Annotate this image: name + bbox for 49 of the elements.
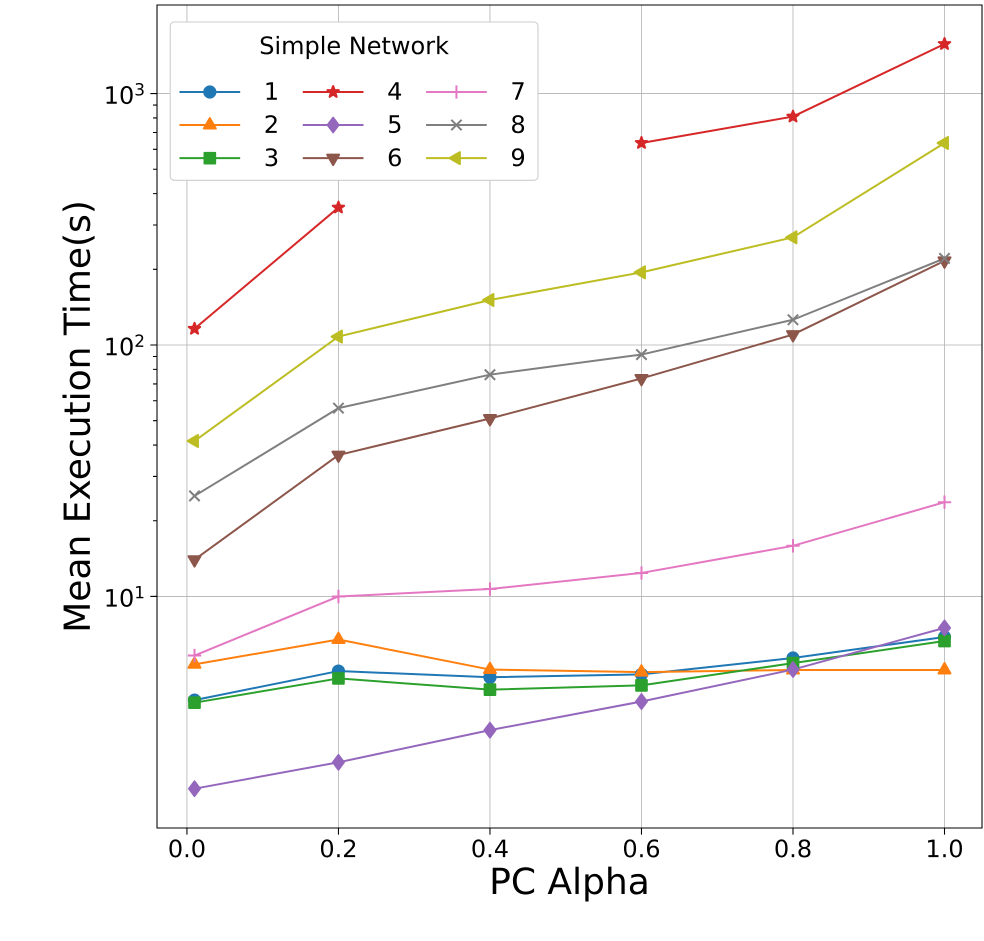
point (332, 754, 345, 771)
point (332, 402, 345, 414)
y-tick-label: 10$^{3}$ (106, 82, 144, 104)
legend-label: 7 (512, 82, 524, 100)
legend-label: 1 (266, 82, 277, 100)
legend-label: 4 (388, 82, 402, 100)
point (635, 348, 648, 361)
legend-label: 8 (512, 115, 524, 134)
x-tick-label: 0.2 (320, 839, 356, 858)
point (786, 661, 800, 678)
point (938, 37, 952, 50)
point (188, 780, 202, 798)
point (938, 634, 951, 648)
legend-label: 2 (266, 115, 277, 133)
point (188, 490, 201, 502)
point (188, 322, 202, 335)
y-tick-label: 10$^{2}$ (106, 334, 144, 356)
point (786, 110, 800, 122)
point (938, 620, 952, 636)
legend-label: 9 (512, 148, 524, 166)
x-tick-label: 0.8 (775, 839, 810, 858)
point (484, 683, 496, 696)
point (332, 200, 346, 214)
point (938, 252, 951, 265)
x-axis-title: PC Alpha (492, 866, 647, 902)
point (483, 722, 496, 738)
point (634, 565, 650, 581)
point (785, 538, 801, 554)
x-tick-label: 1.0 (928, 839, 962, 858)
legend-label: 6 (388, 148, 401, 166)
x-tick-label: 0.6 (624, 839, 660, 858)
point (188, 696, 201, 710)
x-tick-label: 0.0 (169, 839, 204, 858)
point (936, 494, 952, 510)
point (482, 581, 498, 597)
point (186, 648, 202, 664)
legend-label: 5 (389, 115, 400, 134)
x-tick-label: 0.4 (472, 839, 508, 858)
point (330, 588, 346, 604)
y-axis-title: Mean Execution Time(s) (62, 203, 95, 630)
point (786, 314, 800, 326)
point (635, 679, 648, 692)
point (634, 136, 648, 149)
point (634, 693, 648, 710)
legend-title: Simple Network (260, 36, 449, 60)
point (332, 672, 345, 685)
legend-label: 3 (266, 148, 278, 166)
point (484, 368, 496, 381)
y-tick-label: 10$^{1}$ (106, 586, 144, 607)
